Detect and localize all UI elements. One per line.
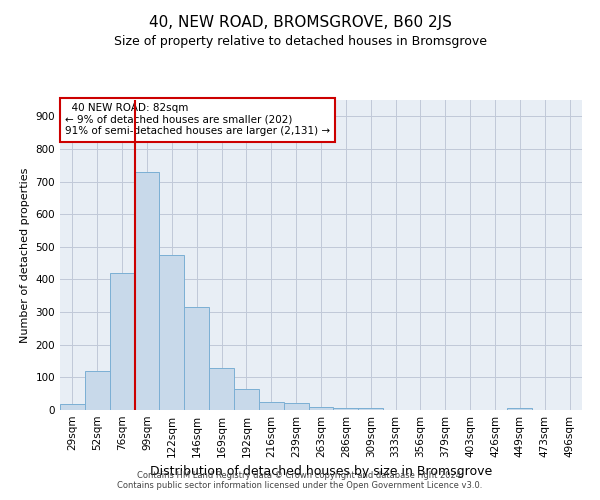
X-axis label: Distribution of detached houses by size in Bromsgrove: Distribution of detached houses by size … [150,466,492,478]
Bar [358,408,383,410]
Bar [209,368,234,410]
Bar [308,406,334,410]
Bar [259,402,284,410]
Bar [284,404,308,410]
Bar [85,371,110,410]
Bar [134,172,160,410]
Bar [110,273,134,410]
Bar [234,389,259,410]
Text: 40, NEW ROAD, BROMSGROVE, B60 2JS: 40, NEW ROAD, BROMSGROVE, B60 2JS [149,15,451,30]
Bar [160,255,184,410]
Bar [508,408,532,410]
Bar [60,404,85,410]
Y-axis label: Number of detached properties: Number of detached properties [20,168,30,342]
Bar [334,408,358,410]
Bar [184,307,209,410]
Text: 40 NEW ROAD: 82sqm
← 9% of detached houses are smaller (202)
91% of semi-detache: 40 NEW ROAD: 82sqm ← 9% of detached hous… [65,104,330,136]
Text: Size of property relative to detached houses in Bromsgrove: Size of property relative to detached ho… [113,35,487,48]
Text: Contains HM Land Registry data © Crown copyright and database right 2024.
Contai: Contains HM Land Registry data © Crown c… [118,470,482,490]
